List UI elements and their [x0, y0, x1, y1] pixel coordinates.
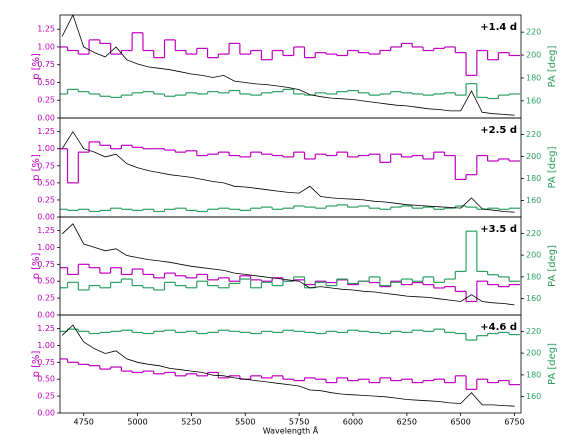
panel: 0.00 0.25 0.50 0.75 1.00 1.25 160 180 200 220 p [%…: [31, 216, 558, 320]
y-axis-label: p [%]: [31, 252, 42, 279]
y2-tick-label: 160: [526, 294, 541, 303]
panel-frame: [59, 117, 522, 218]
y2-tick-label: 220: [526, 130, 541, 139]
y-tick-label: 1.00: [37, 243, 55, 252]
y-axis-label: p [%]: [31, 350, 42, 377]
y-axis-label: p [%]: [31, 53, 42, 80]
y-tick-label: 0.25: [37, 392, 55, 401]
y-tick-label: 0.50: [37, 277, 55, 286]
plot-area: [60, 324, 520, 407]
y2-axis-label: PA [deg]: [547, 245, 558, 287]
y-tick-label: 0.25: [37, 294, 55, 303]
y2-tick-label: 200: [526, 51, 541, 60]
y2-tick-label: 220: [526, 327, 541, 336]
y-tick-label: 0.50: [37, 375, 55, 384]
annotation: +4.6 d: [480, 322, 517, 333]
plot-area: [60, 130, 520, 213]
y-tick-label: 0.50: [37, 178, 55, 187]
x-axis-label: Wavelength Å: [263, 425, 319, 435]
y-tick-label: 0.00: [37, 114, 55, 123]
panel: 0.00 0.25 0.50 0.75 1.00 1.25 160 180 200 220 p [%…: [31, 14, 558, 123]
y-tick-label: 0.00: [37, 409, 55, 418]
y2-tick-label: 160: [526, 392, 541, 401]
y-axis-label: p [%]: [31, 154, 42, 181]
y-tick-label: 1.25: [37, 127, 55, 136]
y2-tick-label: 180: [526, 174, 541, 183]
x-tick-label: 5750: [289, 418, 309, 427]
annotation: +2.5 d: [480, 125, 517, 136]
y-tick-label: 0.50: [37, 78, 55, 87]
x-tick-label: 5500: [235, 418, 255, 427]
y2-tick-label: 200: [526, 152, 541, 161]
x-tick-label: 6750: [504, 418, 524, 427]
annotation: +1.4 d: [480, 22, 517, 33]
x-tick-label: 6250: [397, 418, 417, 427]
annotation: +3.5 d: [480, 224, 517, 235]
y2-tick-label: 200: [526, 251, 541, 260]
y2-tick-label: 220: [526, 229, 541, 238]
y-tick-label: 1.25: [37, 25, 55, 34]
spectrum-line: [61, 130, 515, 213]
y2-tick-label: 220: [526, 28, 541, 37]
y-tick-label: 0.25: [37, 195, 55, 204]
spectrum-line: [61, 223, 515, 306]
x-tick-label: 6000: [343, 418, 363, 427]
x-tick-label: 6500: [451, 418, 471, 427]
x-tick-label: 5000: [127, 418, 147, 427]
y2-axis-label: PA [deg]: [547, 45, 558, 87]
plot-area: [60, 223, 520, 306]
x-tick-label: 4750: [74, 418, 94, 427]
y2-tick-label: 160: [526, 96, 541, 105]
y-tick-label: 1.00: [37, 42, 55, 51]
y-tick-label: 1.00: [37, 341, 55, 350]
y2-axis-label: PA [deg]: [547, 146, 558, 188]
panel: 0.00 0.25 0.50 0.75 1.00 1.25 160 180 200 220 p [%…: [31, 117, 558, 222]
panel-frame: [59, 14, 522, 119]
plot-area: [60, 15, 520, 116]
y2-tick-label: 180: [526, 272, 541, 281]
y2-tick-label: 180: [526, 370, 541, 379]
y-tick-label: 1.25: [37, 226, 55, 235]
x-tick-label: 5250: [181, 418, 201, 427]
y-tick-label: 0.75: [37, 358, 55, 367]
spectrum-line: [61, 15, 515, 116]
y-tick-label: 0.75: [37, 60, 55, 69]
panel: 0.00 0.25 0.50 0.75 1.00 1.25 160 180 200 220 p [%…: [31, 314, 558, 435]
y-tick-label: 1.00: [37, 144, 55, 153]
y-tick-label: 0.00: [37, 311, 55, 320]
y2-axis-label: PA [deg]: [547, 343, 558, 385]
y-tick-label: 0.75: [37, 260, 55, 269]
y2-tick-label: 200: [526, 349, 541, 358]
y-tick-label: 0.00: [37, 213, 55, 222]
y-tick-label: 1.25: [37, 324, 55, 333]
spectrum-line: [61, 324, 515, 407]
y2-tick-label: 180: [526, 73, 541, 82]
y-tick-label: 0.75: [37, 161, 55, 170]
panel-frame: [59, 314, 522, 414]
y-tick-label: 0.25: [37, 96, 55, 105]
y2-tick-label: 160: [526, 196, 541, 205]
